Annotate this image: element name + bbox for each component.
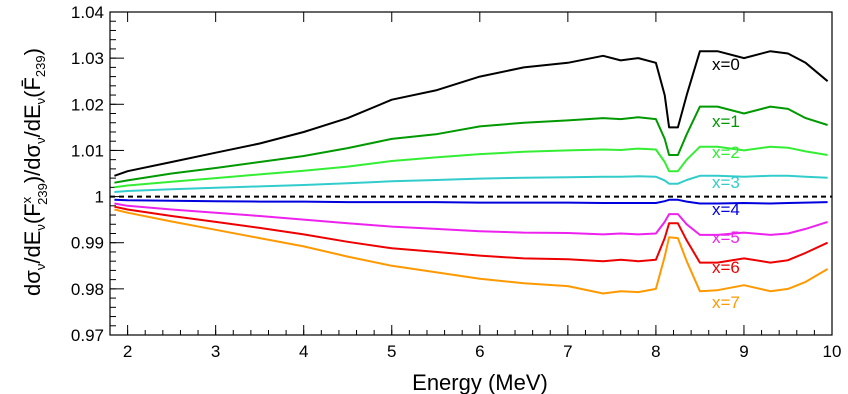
y-tick-label: 0.99 xyxy=(71,234,104,253)
y-tick-label: 0.97 xyxy=(71,326,104,345)
x-tick-label: 6 xyxy=(475,342,484,361)
x-tick-label: 4 xyxy=(299,342,308,361)
y-axis-title: dσν/dEν(Fx239)/dσν/dEν(F̄239) xyxy=(19,48,50,296)
series-line-x=7 xyxy=(114,208,829,295)
series-label-x=1: x=1 xyxy=(712,112,740,131)
y-title-sub2: 239 xyxy=(33,55,48,77)
y-tick-label: 1.04 xyxy=(71,3,104,22)
x-tick-label: 10 xyxy=(823,342,842,361)
series-label-x=3: x=3 xyxy=(712,173,740,192)
y-tick-label: 1.01 xyxy=(71,141,104,160)
y-title-mid3: /dE xyxy=(20,104,45,137)
y-title-mid2: )/dσ xyxy=(20,143,45,183)
series-line-x=3 xyxy=(114,174,828,193)
series-label-x=6: x=6 xyxy=(712,258,740,277)
plot-frame xyxy=(109,11,833,336)
series-label-x=2: x=2 xyxy=(712,143,740,162)
series-line-x=6 xyxy=(114,205,829,264)
series-line-x=0 xyxy=(114,50,829,177)
series-label-x=5: x=5 xyxy=(712,228,740,247)
x-tick-label: 8 xyxy=(651,342,660,361)
y-title-prefix: dσ xyxy=(20,270,45,296)
series-label-x=4: x=4 xyxy=(712,200,740,219)
x-axis-title: Energy (MeV) xyxy=(412,370,548,394)
series-line-x=4 xyxy=(114,198,828,205)
series-label-x=0: x=0 xyxy=(712,55,740,74)
x-tick-label: 2 xyxy=(123,342,132,361)
series-line-x=5 xyxy=(114,202,828,236)
y-title-fbar: F̄ xyxy=(20,77,45,90)
y-tick-label: 1.02 xyxy=(71,95,104,114)
axis-ticks: 2 3 4 5 6 7 8 9 10 0.97 0.98 0.99 1 1.01 1.02 1.03 1.04 xyxy=(71,3,842,361)
y-title-open2: ( xyxy=(20,90,45,98)
y-title-open: (F xyxy=(20,203,45,224)
y-tick-label: 1 xyxy=(95,188,104,207)
series-lines xyxy=(114,50,829,295)
series-labels: x=0 x=1 x=2 x=3 x=4 x=5 x=6 x=7 xyxy=(712,55,740,312)
y-tick-label: 1.03 xyxy=(71,49,104,68)
y-title-sub: 239 xyxy=(35,183,50,205)
series-line-x=1 xyxy=(114,105,828,184)
x-tick-label: 7 xyxy=(563,342,572,361)
series-label-x=7: x=7 xyxy=(712,293,740,312)
y-title-nu: ν xyxy=(33,264,48,271)
y-title-nu-4: ν xyxy=(33,98,48,105)
y-title-sup: x xyxy=(19,196,34,203)
y-title-nu-3: ν xyxy=(33,137,48,144)
x-tick-label: 3 xyxy=(211,342,220,361)
y-tick-label: 0.98 xyxy=(71,280,104,299)
x-tick-label: 5 xyxy=(387,342,396,361)
x-tick-label: 9 xyxy=(739,342,748,361)
series-line-x=2 xyxy=(114,145,828,189)
y-title-nu-2: ν xyxy=(33,224,48,231)
y-title-close: ) xyxy=(20,48,45,55)
y-title-mid1: /dE xyxy=(20,231,45,264)
